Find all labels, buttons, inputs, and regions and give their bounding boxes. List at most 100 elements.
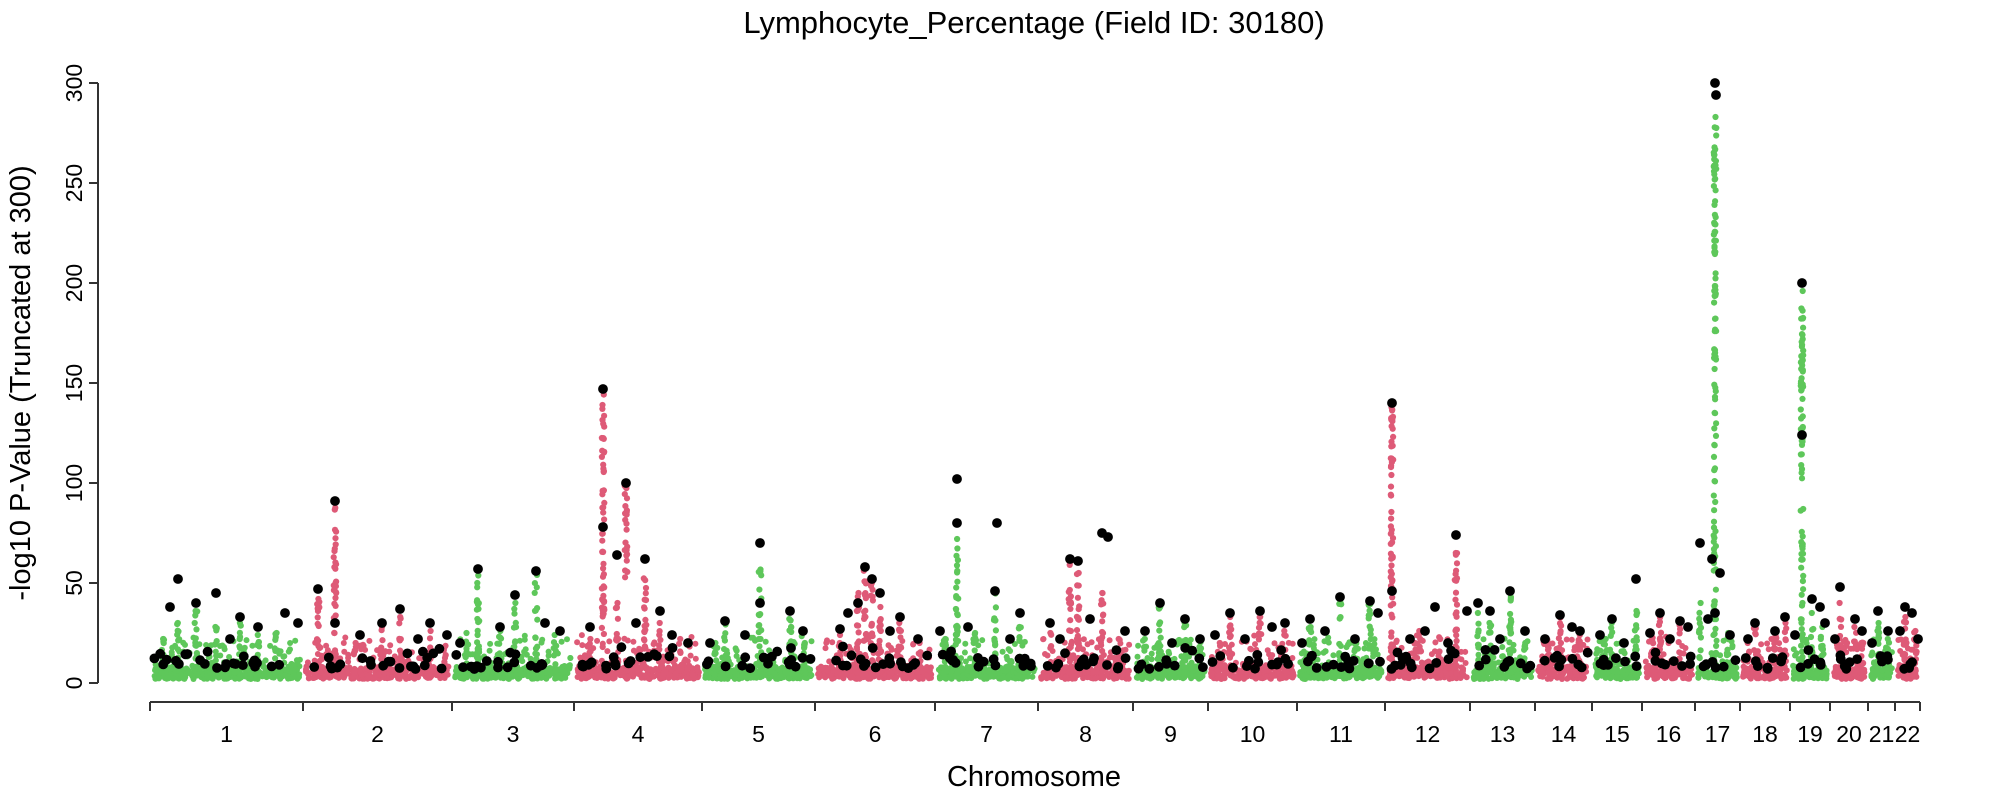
lead-snp-point: [1698, 661, 1709, 672]
lead-snp-point: [1387, 398, 1397, 408]
lead-snp-point: [952, 474, 962, 484]
lead-snp-point: [1228, 662, 1238, 673]
lead-snp-point: [476, 662, 486, 673]
lead-snp-point: [1668, 656, 1679, 667]
lead-snp-point: [1305, 614, 1315, 624]
lead-snp-point: [772, 646, 783, 657]
lead-snp-point: [158, 659, 169, 670]
lead-snp-point: [173, 574, 183, 584]
lead-snp-point: [988, 654, 999, 665]
lead-snp-point: [745, 663, 756, 674]
lead-snp-point: [601, 660, 611, 671]
lead-snp-point: [1665, 634, 1675, 644]
points-chr5: [702, 539, 815, 682]
lead-snp-point: [1060, 648, 1070, 659]
lead-snp-point: [1710, 608, 1720, 618]
lead-snp-point: [1505, 586, 1515, 596]
lead-snp-point: [436, 663, 447, 674]
lead-snp-point: [1321, 662, 1332, 672]
lead-snp-point: [635, 652, 646, 663]
lead-snp-point: [1195, 634, 1205, 644]
lead-snp-point: [1283, 659, 1293, 669]
lead-snp-point: [202, 646, 213, 657]
lead-snp-point: [1711, 90, 1721, 100]
x-tick-label-chr16: 16: [1656, 721, 1682, 747]
points-chr19: [1790, 287, 1830, 682]
lead-snp-point: [944, 652, 955, 663]
lead-snp-point: [1276, 645, 1287, 655]
lead-snp-point: [1363, 658, 1374, 669]
lead-snp-point: [655, 606, 665, 616]
x-tick-label-chr5: 5: [752, 721, 765, 747]
lead-snp-point: [510, 649, 521, 660]
lead-snp-point: [1280, 618, 1290, 628]
x-axis-label: Chromosome: [947, 761, 1121, 793]
lead-snp-point: [740, 652, 751, 663]
lead-snp-point: [1144, 663, 1155, 674]
lead-snp-point: [805, 654, 816, 664]
lead-snp-point: [992, 518, 1002, 528]
lead-snp-point: [667, 643, 678, 653]
lead-snp-point: [853, 598, 863, 608]
lead-snp-point: [1120, 626, 1130, 636]
lead-snp-point: [1539, 655, 1550, 666]
lead-snp-point: [1405, 634, 1415, 644]
lead-snp-point: [598, 522, 608, 532]
lead-snp-point: [610, 660, 621, 671]
lead-snp-point: [1169, 660, 1180, 671]
lead-snp-point: [1449, 648, 1460, 659]
lead-snp-point: [1582, 647, 1593, 658]
lead-snp-point: [1443, 638, 1453, 648]
lead-snp-point: [394, 663, 405, 673]
y-tick-label: 50: [61, 570, 87, 596]
lead-snp-point: [1187, 645, 1198, 656]
x-tick-label-chr17: 17: [1705, 721, 1731, 747]
lead-snp-point: [1140, 626, 1150, 636]
lead-snp-point: [1252, 650, 1263, 660]
lead-snp-point: [755, 538, 765, 548]
lead-snp-point: [831, 655, 841, 666]
y-tick-label: 200: [61, 264, 87, 302]
lead-snp-point: [365, 656, 376, 666]
lead-snp-point: [238, 651, 249, 662]
lead-snp-point: [1645, 628, 1655, 638]
lead-snp-point: [211, 588, 221, 598]
lead-snp-point: [1120, 653, 1131, 664]
x-tick-label-chr19: 19: [1797, 721, 1823, 747]
lead-snp-point: [1595, 630, 1605, 640]
lead-snp-point: [1907, 657, 1917, 668]
lead-snp-point: [737, 660, 748, 671]
lead-snp-point: [280, 608, 290, 618]
lead-snp-point: [1780, 612, 1790, 622]
lead-snp-point: [895, 612, 905, 622]
lead-snp-point: [235, 612, 245, 622]
lead-snp-point: [1161, 655, 1172, 665]
x-tick-label-chr21: 21: [1869, 721, 1895, 747]
lead-snp-point: [1424, 663, 1435, 674]
lead-snp-point: [536, 659, 547, 669]
lead-snp-point: [1750, 656, 1761, 666]
lead-snp-point: [1899, 663, 1910, 674]
lead-snp-point: [395, 604, 405, 614]
lead-snp-point: [466, 661, 477, 672]
lead-snp-point: [1320, 626, 1330, 636]
lead-snp-point: [1695, 538, 1705, 548]
lead-snp-point: [1055, 634, 1065, 644]
lead-snp-point: [1685, 659, 1695, 669]
lead-snp-point: [1267, 622, 1277, 632]
lead-snp-point: [323, 652, 334, 663]
lead-snp-point: [1620, 656, 1630, 667]
lead-snp-point: [1554, 661, 1564, 672]
lead-snp-point: [1777, 652, 1788, 663]
lead-snp-point: [1803, 645, 1814, 655]
lead-snp-point: [408, 661, 419, 672]
lead-snp-point: [797, 652, 808, 663]
x-tick-label-chr7: 7: [980, 721, 993, 747]
lead-snp-point: [1703, 614, 1713, 624]
lead-snp-point: [1650, 647, 1661, 658]
lead-snp-point: [1499, 661, 1510, 672]
lead-snp-point: [451, 650, 462, 660]
lead-snp-point: [586, 658, 597, 668]
lead-snp-point: [649, 649, 660, 659]
x-tick-label-chr20: 20: [1836, 721, 1862, 747]
